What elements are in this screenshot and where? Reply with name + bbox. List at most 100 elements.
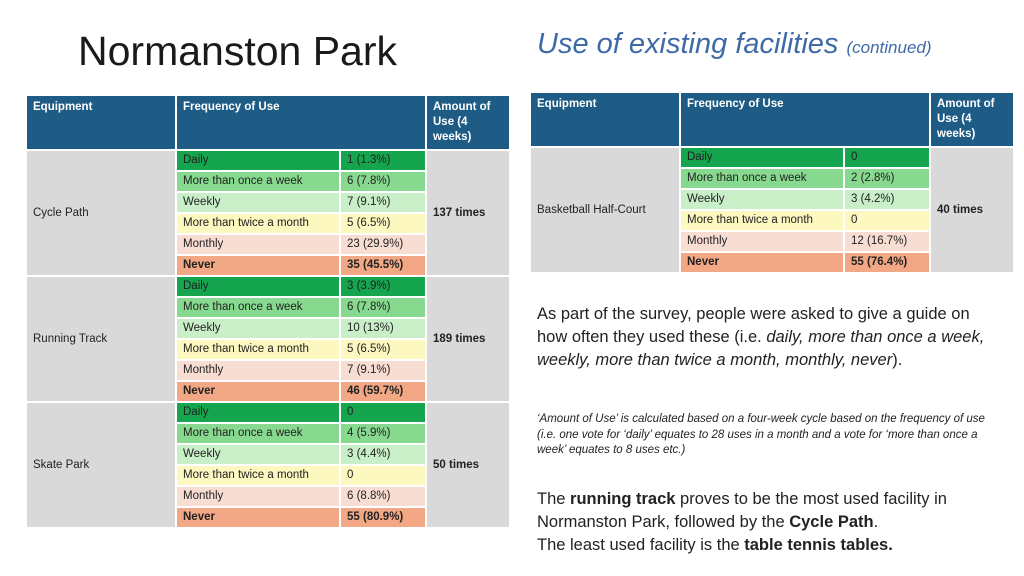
frequency-count: 1 (1.3%): [339, 149, 427, 172]
frequency-label: Never: [679, 251, 845, 274]
frequency-label: More than twice a month: [679, 209, 845, 232]
header-frequency: Frequency of Use: [679, 91, 931, 148]
table-row: Cycle Path Daily 1 (1.3%) 137 times: [25, 149, 511, 277]
frequency-count: 3 (4.2%): [843, 188, 931, 211]
frequency-label: Monthly: [175, 359, 341, 382]
table-row: More than twice a month 5 (6.5%): [26, 212, 510, 235]
frequency-label: Weekly: [175, 191, 341, 214]
table-row: Basketball Half-Court Daily 0 40 times: [529, 146, 1015, 274]
frequency-count: 7 (9.1%): [339, 191, 427, 214]
frequency-label: Never: [175, 506, 341, 529]
frequency-label: More than twice a month: [175, 464, 341, 487]
conclusion-a: The: [537, 490, 571, 508]
table-row: Weekly 3 (4.2%): [530, 188, 1014, 211]
conclusion-f: The least used facility is the: [537, 536, 745, 554]
table-row: Monthly 23 (29.9%): [26, 233, 510, 256]
frequency-label: Monthly: [679, 230, 845, 253]
survey-text-frequencies: daily, more than once a week, weekly, mo…: [537, 328, 985, 369]
table-row: Never 46 (59.7%): [26, 380, 510, 403]
frequency-count: 7 (9.1%): [339, 359, 427, 382]
header-amount: Amount of Use (4 weeks): [425, 94, 511, 151]
header-frequency: Frequency of Use: [175, 94, 427, 151]
frequency-label: Weekly: [175, 317, 341, 340]
conclusion-c: proves to be the most used facility in N…: [537, 490, 947, 531]
usage-table-left: Equipment Frequency of Use Amount of Use…: [25, 94, 511, 529]
frequency-label: Daily: [175, 401, 341, 424]
table-row: More than once a week 6 (7.8%): [26, 296, 510, 319]
conclusion-e: .: [873, 513, 879, 531]
table-row: Running Track Daily 3 (3.9%) 189 times: [25, 275, 511, 403]
frequency-label: Daily: [175, 149, 341, 172]
conclusion-table-tennis: table tennis tables.: [744, 536, 893, 554]
amount-of-use: 189 times: [425, 275, 511, 403]
frequency-count: 2 (2.8%): [843, 167, 931, 190]
frequency-label: More than once a week: [175, 296, 341, 319]
frequency-count: 12 (16.7%): [843, 230, 931, 253]
frequency-count: 23 (29.9%): [339, 233, 427, 256]
conclusion-text: The running track proves to be the most …: [537, 488, 997, 557]
frequency-count: 0: [843, 146, 931, 169]
frequency-label: Daily: [175, 275, 341, 298]
table-row: Monthly 6 (8.8%): [26, 485, 510, 508]
frequency-count: 3 (4.4%): [339, 443, 427, 466]
amount-of-use: 50 times: [425, 401, 511, 529]
frequency-label: Weekly: [175, 443, 341, 466]
equipment-running-track: Running Track: [25, 275, 177, 403]
frequency-count: 5 (6.5%): [339, 212, 427, 235]
header-amount: Amount of Use (4 weeks): [929, 91, 1015, 148]
frequency-count: 10 (13%): [339, 317, 427, 340]
frequency-count: 0: [339, 401, 427, 424]
table-row: Never 55 (80.9%): [26, 506, 510, 529]
header-equipment: Equipment: [25, 94, 177, 151]
table-row: More than twice a month 0: [530, 209, 1014, 232]
frequency-label: More than twice a month: [175, 212, 341, 235]
frequency-count: 4 (5.9%): [339, 422, 427, 445]
subtitle-continued: (continued): [846, 38, 932, 57]
survey-text-a: As part of the survey, people were asked…: [537, 305, 970, 346]
frequency-label: Monthly: [175, 485, 341, 508]
frequency-label: Never: [175, 254, 341, 277]
frequency-count: 6 (7.8%): [339, 170, 427, 193]
table-row: Monthly 12 (16.7%): [530, 230, 1014, 253]
header-equipment: Equipment: [529, 91, 681, 148]
amount-of-use: 40 times: [929, 146, 1015, 274]
equipment-basketball-half-court: Basketball Half-Court: [529, 146, 681, 274]
table-row: More than twice a month 5 (6.5%): [26, 338, 510, 361]
equipment-skate-park: Skate Park: [25, 401, 177, 529]
frequency-count: 6 (7.8%): [339, 296, 427, 319]
frequency-count: 55 (80.9%): [339, 506, 427, 529]
table-row: Monthly 7 (9.1%): [26, 359, 510, 382]
conclusion-cycle-path: Cycle Path: [789, 513, 874, 531]
frequency-label: Never: [175, 380, 341, 403]
frequency-label: Monthly: [175, 233, 341, 256]
frequency-count: 6 (8.8%): [339, 485, 427, 508]
table-row: More than once a week 2 (2.8%): [530, 167, 1014, 190]
subtitle-main: Use of existing facilities: [537, 28, 839, 60]
table-row: Weekly 3 (4.4%): [26, 443, 510, 466]
table-row: Never 55 (76.4%): [530, 251, 1014, 274]
frequency-label: Daily: [679, 146, 845, 169]
page-title: Normanston Park: [78, 28, 398, 74]
frequency-count: 3 (3.9%): [339, 275, 427, 298]
survey-text-c: ).: [892, 351, 903, 369]
survey-explanation: As part of the survey, people were asked…: [537, 303, 997, 372]
equipment-cycle-path: Cycle Path: [25, 149, 177, 277]
frequency-count: 0: [339, 464, 427, 487]
table-row: Weekly 7 (9.1%): [26, 191, 510, 214]
frequency-label: More than once a week: [679, 167, 845, 190]
usage-table-right: Equipment Frequency of Use Amount of Use…: [529, 91, 1015, 274]
conclusion-running-track: running track: [570, 490, 676, 508]
frequency-label: More than once a week: [175, 170, 341, 193]
frequency-count: 55 (76.4%): [843, 251, 931, 274]
frequency-count: 46 (59.7%): [339, 380, 427, 403]
amount-of-use-note: ‘Amount of Use’ is calculated based on a…: [537, 413, 985, 456]
table-row: Never 35 (45.5%): [26, 254, 510, 277]
frequency-label: More than once a week: [175, 422, 341, 445]
section-subtitle: Use of existing facilities (continued): [537, 28, 932, 61]
frequency-label: More than twice a month: [175, 338, 341, 361]
table-row: More than twice a month 0: [26, 464, 510, 487]
table-row: More than once a week 4 (5.9%): [26, 422, 510, 445]
frequency-count: 5 (6.5%): [339, 338, 427, 361]
frequency-label: Weekly: [679, 188, 845, 211]
amount-of-use: 137 times: [425, 149, 511, 277]
